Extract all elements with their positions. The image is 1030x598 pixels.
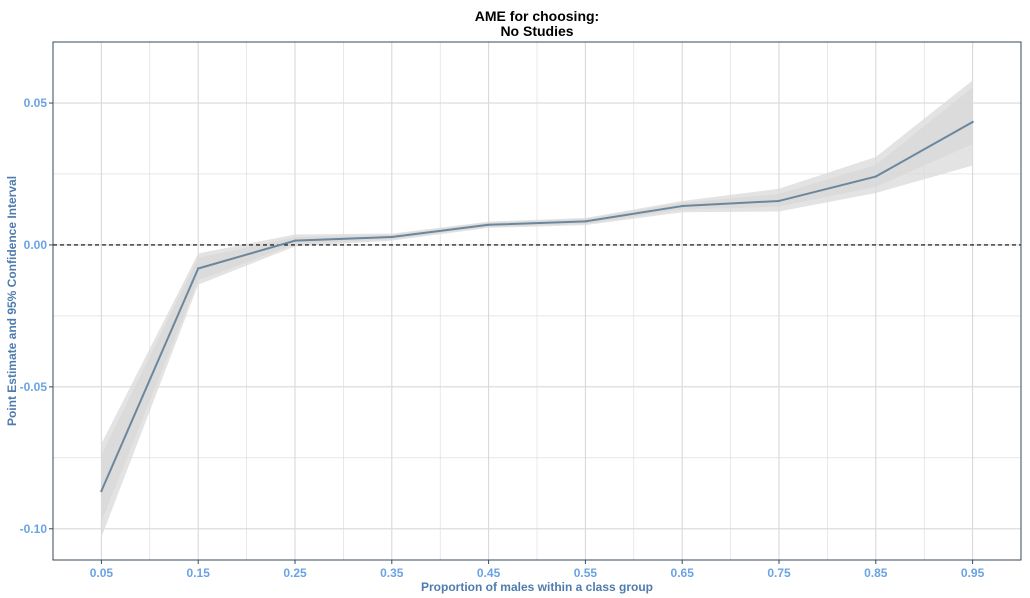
chart-title: AME for choosing: No Studies	[475, 8, 599, 39]
y-tick-label: -0.05	[20, 380, 48, 394]
series-point	[390, 235, 393, 239]
y-axis-title: Point Estimate and 95% Confidence Interv…	[5, 176, 19, 426]
series-point	[197, 267, 200, 270]
x-tick-label: 0.45	[477, 566, 501, 580]
y-tick-label: -0.10	[20, 522, 48, 536]
chart-title-line-1: AME for choosing:	[475, 8, 599, 24]
series-point	[971, 120, 974, 124]
x-tick-label: 0.85	[864, 566, 888, 580]
x-tick-label: 0.55	[574, 566, 598, 580]
x-axis-title: Proportion of males within a class group	[421, 580, 653, 594]
x-axis-ticks: 0.05 0.15 0.25 0.35 0.45 0.55 0.65 0.75 0.85 0.95	[90, 560, 985, 580]
x-tick-label: 0.05	[90, 566, 114, 580]
confidence-ribbons	[101, 80, 973, 538]
y-tick-label: 0.00	[24, 238, 48, 252]
series-point	[874, 175, 877, 178]
series-point	[681, 204, 684, 208]
x-tick-label: 0.95	[961, 566, 985, 580]
panel-border	[52, 41, 1022, 561]
confidence-band-outer	[101, 80, 973, 538]
x-tick-label: 0.15	[187, 566, 211, 580]
x-tick-label: 0.35	[380, 566, 404, 580]
series-point	[487, 223, 490, 226]
series-point	[777, 199, 781, 203]
series-point	[293, 239, 297, 242]
series-point	[584, 220, 587, 223]
x-tick-label: 0.75	[767, 566, 791, 580]
chart-title-line-2: No Studies	[500, 23, 573, 39]
series-point	[100, 489, 103, 493]
y-tick-label: 0.05	[24, 96, 48, 110]
x-tick-label: 0.25	[283, 566, 307, 580]
x-tick-label: 0.65	[671, 566, 695, 580]
y-axis-ticks: 0.05 0.00 -0.05 -0.10	[20, 96, 53, 536]
grid-major	[53, 42, 1021, 560]
series-layer	[100, 120, 974, 493]
series-line	[100, 121, 974, 492]
